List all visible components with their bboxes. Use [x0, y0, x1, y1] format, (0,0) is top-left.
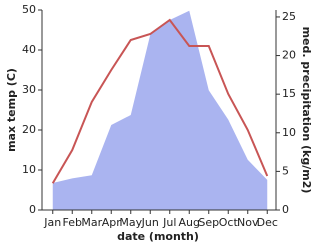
x-tick-label: Nov [237, 216, 259, 229]
x-tick-label: Jan [43, 216, 61, 229]
y2-tick-label: 15 [282, 87, 296, 100]
y2-tick-label: 0 [282, 203, 289, 216]
precipitation-area [52, 10, 268, 210]
x-tick-label: Jul [162, 216, 176, 229]
y2-tick-label: 20 [282, 49, 296, 62]
x-tick-label: Sep [198, 216, 219, 229]
y2-tick-label: 10 [282, 126, 296, 139]
x-axis-title: date (month) [117, 230, 199, 243]
x-tick-label: Jun [141, 216, 159, 229]
y-tick-label: 30 [22, 83, 36, 96]
y-tick-label: 10 [22, 163, 36, 176]
y-tick-label: 20 [22, 123, 36, 136]
y2-axis-title: med. precipitation (kg/m2) [300, 27, 313, 194]
temp-line [51, 18, 269, 184]
y-tick-label: 0 [29, 203, 36, 216]
y-tick-label: 50 [22, 3, 36, 16]
y2-tick-label: 25 [282, 10, 296, 23]
x-tick-label: Feb [63, 216, 82, 229]
x-tick-label: Aug [179, 216, 200, 229]
x-tick-label: Apr [102, 216, 122, 229]
x-tick-label: May [119, 216, 142, 229]
y-axis-title: max temp (C) [5, 68, 18, 152]
y2-tick-label: 5 [282, 164, 289, 177]
x-tick-label: Mar [81, 216, 102, 229]
x-tick-label: Dec [257, 216, 278, 229]
y-tick-label: 40 [22, 43, 36, 56]
x-tick-label: Oct [219, 216, 239, 229]
